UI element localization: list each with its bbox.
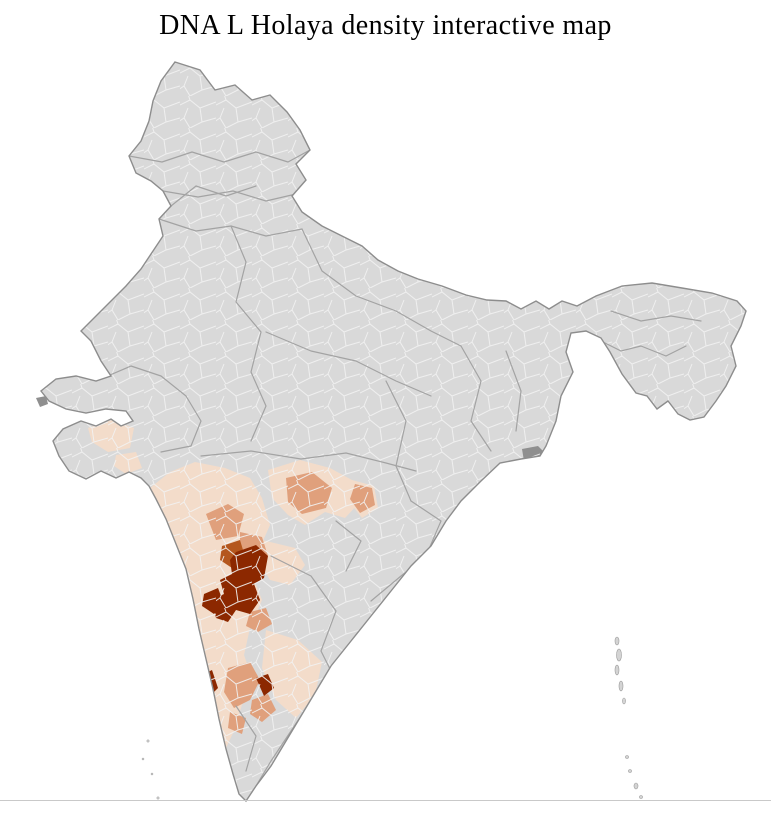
district-grid <box>41 62 746 801</box>
andaman-islands[interactable] <box>614 636 643 799</box>
bottom-divider <box>0 800 771 801</box>
lakshadweep-islands[interactable] <box>141 739 160 800</box>
kutch-edge-region[interactable] <box>36 396 48 407</box>
page-title: DNA L Holaya density interactive map <box>159 10 612 41</box>
